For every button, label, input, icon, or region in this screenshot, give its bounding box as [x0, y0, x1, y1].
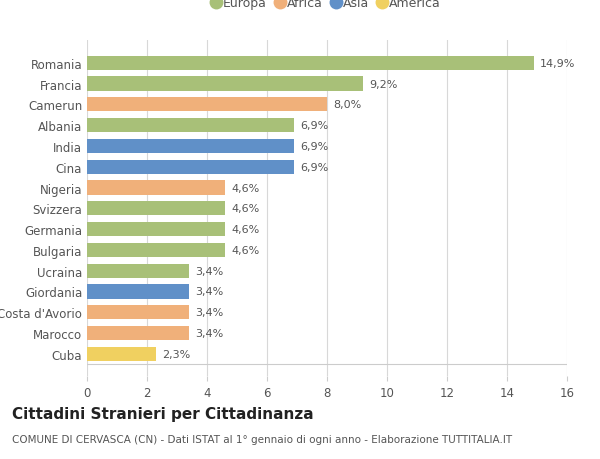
Bar	[87, 98, 327, 112]
Bar	[87, 285, 189, 299]
Text: 14,9%: 14,9%	[540, 59, 575, 68]
Text: 4,6%: 4,6%	[231, 204, 259, 214]
Bar	[87, 77, 363, 91]
Text: 4,6%: 4,6%	[231, 224, 259, 235]
Bar	[87, 223, 225, 237]
Bar	[87, 202, 225, 216]
Text: 6,9%: 6,9%	[300, 142, 328, 151]
Text: 9,2%: 9,2%	[369, 79, 397, 90]
Text: 3,4%: 3,4%	[195, 266, 223, 276]
Text: 6,9%: 6,9%	[300, 121, 328, 131]
Bar	[87, 326, 189, 341]
Bar	[87, 264, 189, 278]
Bar	[87, 181, 225, 195]
Text: 2,3%: 2,3%	[162, 349, 190, 359]
Bar	[87, 243, 225, 257]
Text: 4,6%: 4,6%	[231, 246, 259, 255]
Bar	[87, 56, 534, 71]
Text: 3,4%: 3,4%	[195, 287, 223, 297]
Text: 3,4%: 3,4%	[195, 328, 223, 338]
Legend: Europa, Africa, Asia, America: Europa, Africa, Asia, America	[213, 0, 441, 10]
Text: 3,4%: 3,4%	[195, 308, 223, 318]
Text: 4,6%: 4,6%	[231, 183, 259, 193]
Bar	[87, 160, 294, 174]
Text: COMUNE DI CERVASCA (CN) - Dati ISTAT al 1° gennaio di ogni anno - Elaborazione T: COMUNE DI CERVASCA (CN) - Dati ISTAT al …	[12, 434, 512, 444]
Text: 6,9%: 6,9%	[300, 162, 328, 172]
Text: 8,0%: 8,0%	[333, 100, 361, 110]
Bar	[87, 119, 294, 133]
Text: Cittadini Stranieri per Cittadinanza: Cittadini Stranieri per Cittadinanza	[12, 406, 314, 421]
Bar	[87, 306, 189, 319]
Bar	[87, 347, 156, 361]
Bar	[87, 140, 294, 154]
